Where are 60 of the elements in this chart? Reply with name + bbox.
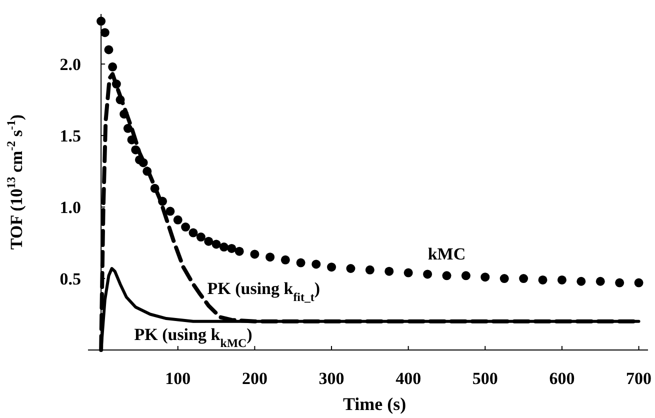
point [327,262,336,272]
x-tick-label: 700 [626,369,652,388]
point [423,270,432,279]
point [234,246,244,256]
x-tick-label: 300 [318,369,344,388]
point [538,275,548,284]
point [219,242,228,252]
point [266,252,275,262]
point [227,244,236,253]
point [500,274,509,284]
point [480,272,490,282]
point [384,266,394,276]
y-tick-label: 1.5 [60,126,82,146]
point [158,196,168,206]
point [204,236,214,246]
x-tick-label: 400 [396,369,422,388]
point [576,276,586,286]
series-label: PK (using k$_{kMC}$) [134,325,252,350]
y-tick-label: 0.5 [60,269,82,288]
point [188,228,198,238]
point [112,80,121,89]
point [212,240,221,249]
point [519,274,528,284]
point [108,62,118,72]
x-tick-label: 100 [165,369,191,388]
x-tick-label: 600 [549,369,575,388]
point [280,255,290,264]
point [250,250,260,259]
point [131,145,140,154]
point [142,166,152,176]
point [312,260,321,269]
point [596,276,605,286]
point [442,271,452,280]
x-tick-label: 500 [472,369,498,388]
point [150,184,160,193]
point [461,271,470,280]
series-label: kMC [428,244,466,264]
y-tick-label: 2.0 [60,54,82,74]
point [196,232,206,242]
x-axis-title: Time (s) [342,394,406,414]
point [365,265,374,274]
point [166,206,175,216]
x-tick-label: 200 [242,369,268,388]
point [123,124,132,133]
series-label: PK (using k$_{fit_t}$) [207,279,320,304]
point [120,110,129,119]
point [634,278,644,288]
y-tick-label: 1.0 [60,198,82,217]
point [615,278,624,288]
point [557,275,566,284]
point [116,95,125,104]
point [173,215,182,224]
point [346,264,356,273]
point [100,28,110,38]
point [104,45,114,54]
point [96,16,106,26]
point [138,158,148,168]
point [296,258,306,268]
point [404,268,413,278]
point [181,222,190,232]
